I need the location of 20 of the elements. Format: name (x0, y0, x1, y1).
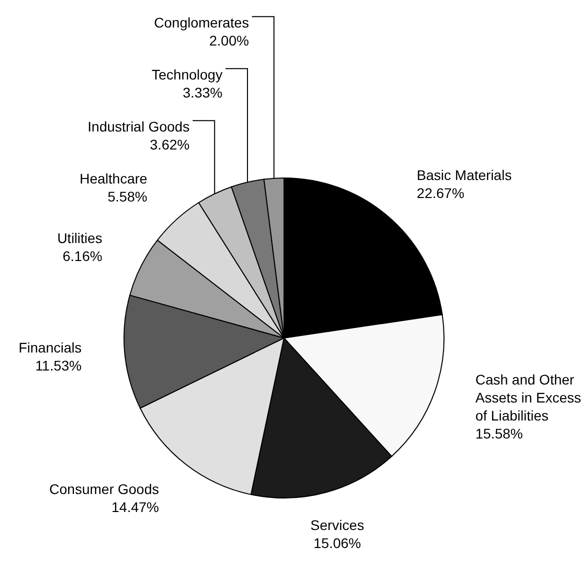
data-label: 22.67% (416, 185, 464, 202)
slice-label: Financials (18, 340, 82, 356)
data-label: 11.53% (35, 358, 82, 374)
slice-label: Basic Materials (416, 167, 512, 184)
slice-label: Healthcare (80, 170, 148, 187)
slice-label: Services (310, 517, 364, 534)
data-label: 2.00% (209, 32, 249, 49)
data-label: 6.16% (62, 248, 102, 264)
data-label: 15.58% (475, 425, 523, 442)
slice-label: Technology (152, 66, 222, 83)
data-label: 14.47% (112, 499, 160, 516)
slice-label: Industrial Goods (88, 118, 190, 135)
slice-label: Cash and Other Assets in Excess of Liabilities (475, 371, 582, 424)
slice-label: Consumer Goods (49, 481, 160, 498)
data-label: 3.33% (182, 84, 222, 101)
data-label: 15.06% (314, 535, 361, 552)
data-label: 5.58% (108, 188, 148, 205)
data-label: 3.62% (150, 136, 190, 153)
slice-label: Utilities (57, 230, 102, 246)
slice-label: Conglomerates (154, 14, 249, 31)
